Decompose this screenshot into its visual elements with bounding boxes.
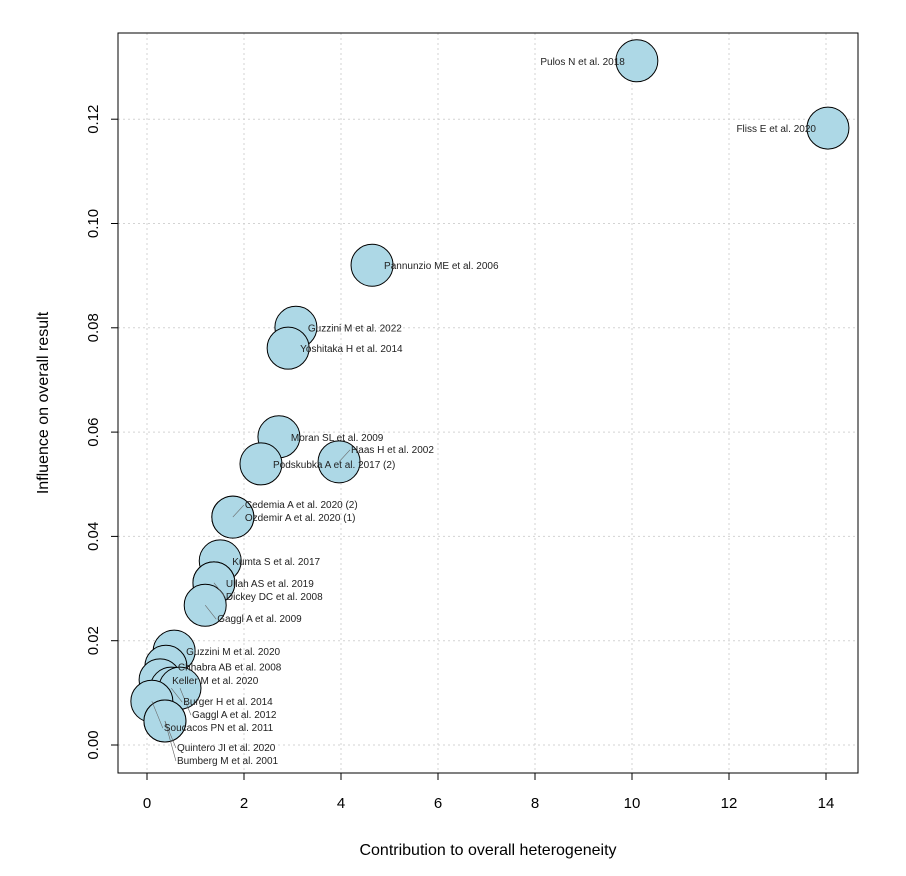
y-axis-label: Influence on overall result [35,311,52,494]
point-label: Pannunzio ME et al. 2006 [384,261,499,272]
point-label: Burger H et al. 2014 [183,697,273,708]
label-leader-line [164,720,177,762]
x-tick-label: 6 [434,795,442,812]
point-label: Dickey DC et al. 2008 [226,592,323,603]
x-axis-label: Contribution to overall heterogeneity [359,842,616,859]
point-label: Guzzini M et al. 2020 [186,647,280,658]
point-label: Yoshitaka H et al. 2014 [300,344,403,355]
point-label: Keller M et al. 2020 [172,676,259,687]
data-point [239,442,283,486]
y-tick-label: 0.02 [85,626,102,655]
data-point [806,106,850,150]
plot-frame [117,32,859,774]
label-leader-line [338,449,351,463]
axes: 0 2 4 6 8 10 12 14 0.00 0.02 0.04 0.06 0.08 0.10 0.12 [85,105,834,812]
x-tick-label: 2 [240,795,248,812]
point-labels: Pulos N et al. 2018 Fliss E et al. 2020 Pa… [164,57,817,767]
x-tick-label: 14 [818,795,835,812]
point-label: Gaggl A et al. 2012 [192,710,277,721]
data-point [266,326,310,370]
point-label: Chhabra AB et al. 2008 [178,662,282,673]
label-leader-line [164,720,177,749]
label-leaders [151,449,351,762]
y-tick-label: 0.04 [85,522,102,551]
points [130,39,850,743]
y-tick-label: 0.10 [85,209,102,238]
point-label: Haas H et al. 2002 [351,445,434,456]
point-label: Ullah AS et al. 2019 [226,579,314,590]
label-leader-line [171,687,183,703]
point-label: Podskubka A et al. 2017 (2) [273,460,395,471]
data-point [615,39,659,83]
point-label: Cedemia A et al. 2020 (2) [245,500,358,511]
point-label: Quintero JI et al. 2020 [177,743,276,754]
x-tick-label: 8 [531,795,539,812]
label-leader-line [179,688,192,716]
point-label: Kumta S et al. 2017 [232,557,320,568]
y-tick-label: 0.00 [85,730,102,759]
label-leader-line [204,605,217,620]
point-label: Gaggl A et al. 2009 [217,614,302,625]
point-label: Ozdemir A et al. 2020 (1) [245,513,356,524]
y-tick-label: 0.12 [85,105,102,134]
x-tick-label: 0 [143,795,151,812]
point-label: Pulos N et al. 2018 [540,57,625,68]
y-tick-label: 0.06 [85,417,102,446]
label-leader-line [213,582,226,597]
grid [118,33,858,773]
x-tick-label: 12 [721,795,738,812]
point-label: Fliss E et al. 2020 [736,124,816,135]
point-label: Soucacos PN et al. 2011 [164,723,274,734]
y-tick-label: 0.08 [85,313,102,342]
point-label: Moran SL et al. 2009 [291,433,384,444]
data-point [350,243,394,287]
x-tick-label: 10 [624,795,641,812]
label-leader-line [151,701,164,729]
point-label: Bumberg M et al. 2001 [177,756,279,767]
x-tick-label: 4 [337,795,345,812]
point-label: Guzzini M et al. 2022 [308,323,402,334]
label-leader-line [232,504,245,518]
